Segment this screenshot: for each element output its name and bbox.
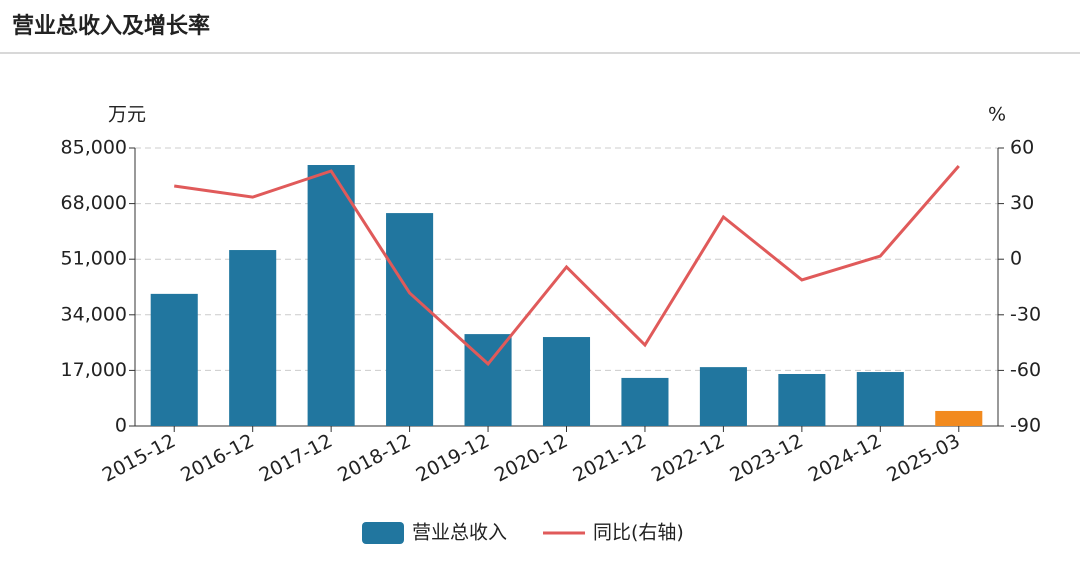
legend-label: 同比(右轴): [593, 522, 684, 544]
bar: [621, 377, 669, 426]
x-tick-label: 2018-12: [334, 430, 414, 487]
x-tick-label: 2019-12: [413, 430, 493, 487]
x-tick-label: 2021-12: [569, 430, 649, 487]
bar: [935, 410, 983, 426]
y-tick-label: 34,000: [61, 303, 127, 325]
y-tick-label: 0: [115, 415, 127, 437]
x-tick-label: 2020-12: [491, 430, 571, 487]
bar: [386, 213, 434, 426]
x-tick-label: 2023-12: [726, 430, 806, 487]
chart-title: 营业总收入及增长率: [12, 13, 210, 39]
y2-tick-label: -30: [1010, 303, 1041, 325]
x-tick-label: 2025-03: [883, 430, 963, 487]
legend-swatch: [362, 522, 404, 544]
x-tick-label: 2024-12: [805, 430, 885, 487]
y2-tick-label: -60: [1010, 359, 1041, 381]
bar: [307, 165, 355, 426]
bar: [699, 367, 747, 426]
legend-label: 营业总收入: [412, 522, 507, 544]
y2-tick-label: 30: [1010, 192, 1034, 214]
x-tick-label: 2015-12: [99, 430, 179, 487]
x-tick-label: 2016-12: [177, 430, 257, 487]
y2-tick-label: -90: [1010, 415, 1041, 437]
y2-tick-label: 60: [1010, 137, 1034, 159]
x-tick-label: 2022-12: [648, 430, 728, 487]
y2-tick-label: 0: [1010, 248, 1022, 270]
y-tick-label: 51,000: [61, 248, 127, 270]
x-tick-label: 2017-12: [256, 430, 336, 487]
bar: [542, 337, 591, 426]
y-axis-label: 万元: [108, 104, 146, 126]
bar: [778, 373, 826, 426]
y-tick-label: 17,000: [61, 359, 127, 381]
bar: [856, 372, 904, 426]
line: [174, 164, 960, 367]
bar: [229, 250, 277, 426]
bar: [150, 293, 198, 426]
y-tick-label: 68,000: [61, 192, 127, 214]
y2-axis-label: %: [988, 104, 1006, 126]
y-tick-label: 85,000: [61, 137, 127, 159]
